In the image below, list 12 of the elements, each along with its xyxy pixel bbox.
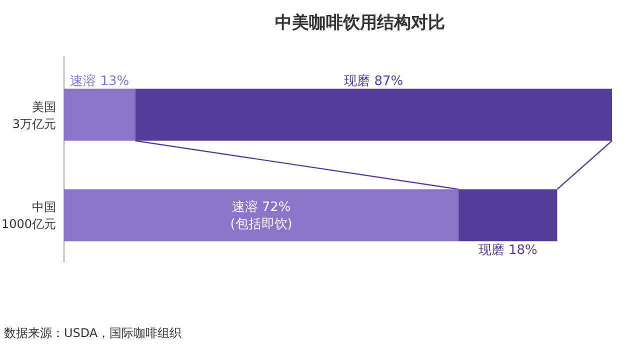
bar: [64, 88, 136, 141]
data-label: 速溶 72% (包括即饮): [230, 199, 292, 232]
data-label: 现磨 87%: [344, 74, 404, 89]
chart-title: 中美咖啡饮用结构对比: [275, 13, 445, 33]
bar: [64, 189, 459, 242]
y-tick-label: 美国 3万亿元: [12, 100, 56, 131]
y-tick-label: 中国 1000亿元: [1, 200, 56, 232]
source-note: 数据来源：USDA，国际咖啡组织: [4, 326, 182, 340]
data-label: 速溶 13%: [70, 72, 130, 89]
bar: [458, 189, 558, 242]
data-label: 现磨 18%: [478, 243, 538, 258]
bar: [135, 88, 612, 141]
